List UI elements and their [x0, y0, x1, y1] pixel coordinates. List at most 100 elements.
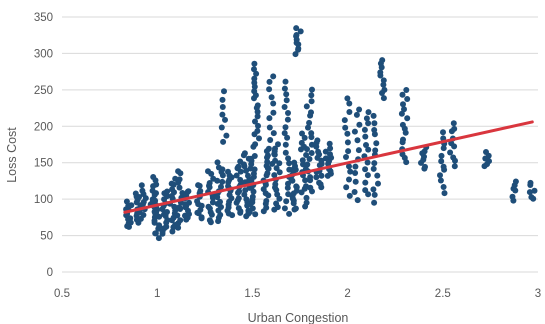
data-point [138, 182, 145, 189]
data-point [219, 96, 226, 103]
data-point [303, 103, 310, 110]
data-point [256, 135, 262, 142]
data-point [273, 165, 280, 172]
data-point [276, 169, 283, 176]
data-point [527, 179, 534, 186]
data-point [218, 183, 224, 190]
data-point [365, 191, 372, 198]
data-point [164, 209, 170, 215]
data-point [356, 106, 363, 113]
data-point [251, 153, 258, 159]
data-point [531, 187, 538, 194]
data-point [302, 177, 309, 184]
data-point [220, 138, 227, 145]
data-point [235, 163, 242, 170]
data-point [292, 205, 299, 212]
data-point [236, 188, 243, 195]
data-point [327, 145, 334, 152]
data-point [343, 184, 350, 191]
data-point [267, 137, 274, 143]
data-point [450, 120, 457, 127]
data-point [186, 199, 192, 206]
data-point [438, 152, 445, 159]
data-point [440, 163, 447, 170]
data-point [169, 186, 176, 193]
data-point [399, 151, 406, 158]
data-point [283, 97, 290, 104]
data-point [379, 57, 386, 64]
data-point [355, 147, 362, 154]
data-point [251, 75, 258, 82]
data-point [451, 163, 458, 170]
data-point [251, 88, 258, 95]
data-point [223, 132, 230, 139]
data-point [284, 116, 291, 123]
data-point [399, 121, 406, 128]
data-point [219, 104, 226, 110]
data-point [185, 188, 192, 195]
data-point [316, 179, 323, 186]
data-point [171, 203, 178, 210]
data-point [254, 113, 261, 120]
data-point [286, 160, 293, 167]
data-point [272, 145, 278, 152]
data-point [219, 111, 226, 118]
data-point [380, 81, 387, 88]
data-point [401, 106, 407, 113]
data-point [249, 193, 256, 200]
data-point [209, 199, 216, 206]
data-point [318, 172, 325, 179]
data-point [291, 159, 298, 166]
data-point [344, 130, 351, 137]
data-point [139, 187, 146, 194]
x-tick-labels: 0.5 1 1.5 2 2.5 3 [54, 288, 541, 300]
data-point [373, 140, 380, 147]
data-point [195, 182, 202, 189]
data-point [404, 96, 411, 102]
data-point [254, 102, 261, 109]
data-point [483, 149, 489, 155]
data-point [217, 198, 223, 205]
data-point [284, 134, 291, 141]
data-point [362, 187, 369, 194]
data-point [307, 184, 314, 191]
data-point [297, 28, 304, 35]
data-point [362, 179, 369, 186]
data-point [151, 217, 158, 224]
data-point [341, 117, 348, 124]
data-point [168, 180, 175, 187]
data-point [362, 133, 369, 140]
data-point [380, 77, 387, 84]
data-point [270, 100, 277, 107]
data-point [252, 118, 258, 125]
data-point [240, 161, 247, 168]
data-point [306, 156, 313, 162]
data-point [364, 172, 371, 179]
data-point [441, 190, 448, 197]
data-point [264, 158, 271, 165]
data-point [156, 213, 163, 220]
data-point [270, 73, 277, 80]
data-point [263, 198, 270, 204]
data-point [254, 128, 261, 134]
data-point [149, 187, 156, 194]
gridlines [62, 16, 538, 273]
data-point [150, 174, 157, 180]
data-point [265, 145, 272, 152]
data-point [281, 85, 288, 92]
data-point [266, 115, 273, 122]
data-point [370, 186, 377, 193]
data-point [282, 149, 289, 156]
data-point [299, 130, 305, 137]
data-point [306, 119, 313, 126]
data-point [342, 124, 349, 131]
data-point [271, 172, 278, 179]
data-point [303, 152, 310, 158]
data-point [174, 212, 181, 219]
data-point [322, 148, 329, 155]
y-tick-label: 300 [34, 48, 53, 60]
data-point [175, 168, 182, 175]
data-point [299, 157, 306, 164]
data-point [301, 134, 308, 141]
data-point [437, 177, 444, 184]
